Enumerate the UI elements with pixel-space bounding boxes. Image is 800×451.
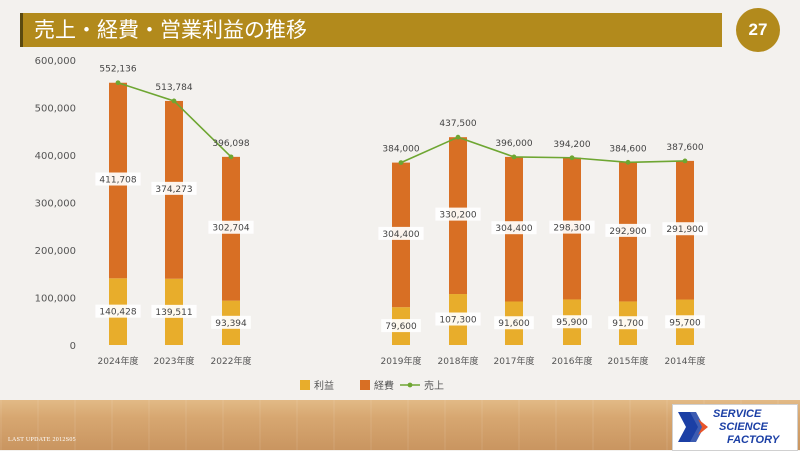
slide-title: 売上・経費・営業利益の推移 (34, 18, 307, 42)
sales-point (511, 154, 517, 160)
profit-data-label: 95,900 (556, 318, 588, 328)
profit-data-label-box (435, 312, 481, 326)
profit-data-label-box (95, 304, 141, 318)
profit-data-label-box (151, 304, 197, 318)
legend-label-profit: 利益 (314, 379, 334, 392)
page-number-badge: 27 (736, 8, 780, 52)
profit-data-label-box (665, 315, 705, 329)
expense-data-label: 304,400 (382, 230, 419, 240)
expense-data-label: 298,300 (553, 224, 590, 234)
expense-data-label-box (435, 207, 481, 221)
profit-data-label: 140,428 (99, 308, 136, 318)
expense-data-label-box (662, 222, 708, 236)
sales-point (625, 159, 631, 165)
sales-data-label: 384,600 (609, 144, 646, 154)
expense-data-label: 330,200 (439, 211, 476, 221)
profit-data-label: 93,394 (215, 319, 247, 329)
y-tick-label: 300,000 (35, 199, 76, 210)
x-tick-label: 2016年度 (552, 355, 593, 367)
service-science-factory-logo: SERVICE SCIENCE FACTORY (672, 404, 798, 451)
x-tick-label: 2015年度 (608, 355, 649, 367)
x-tick-label: 2014年度 (665, 355, 706, 367)
x-tick-label: 2017年度 (494, 355, 535, 367)
sales-data-label: 394,200 (553, 140, 590, 150)
sales-data-label: 396,000 (495, 139, 532, 149)
y-tick-label: 100,000 (35, 294, 76, 305)
profit-data-label: 95,700 (669, 318, 701, 328)
expense-data-label-box (151, 181, 197, 195)
x-tick-label: 2019年度 (381, 355, 422, 367)
profit-data-label: 91,600 (498, 319, 530, 329)
profit-data-label: 79,600 (385, 322, 417, 332)
sales-expense-profit-chart: 0 100,000 200,000 300,000 400,000 500,000 600,… (35, 56, 708, 392)
expense-data-label-box (549, 220, 595, 234)
logo-word-factory: FACTORY (727, 434, 780, 446)
y-tick-label: 600,000 (35, 56, 76, 67)
y-tick-label: 0 (70, 341, 76, 352)
sales-point (569, 155, 575, 161)
sales-data-label: 387,600 (666, 143, 703, 153)
sales-point (398, 160, 404, 165)
expense-data-label: 292,900 (609, 227, 646, 237)
y-tick-label: 500,000 (35, 104, 76, 115)
x-tick-label: 2023年度 (154, 355, 195, 367)
sales-point (682, 158, 688, 164)
sales-point (455, 134, 461, 140)
logo-mark-icon (678, 412, 708, 442)
sales-data-label: 384,000 (382, 145, 419, 155)
profit-data-label-box (381, 319, 421, 333)
last-update-text: LAST UPDATE 2012S05 (8, 437, 76, 443)
legend-swatch-sales-point (407, 382, 413, 388)
wood-floor-background (0, 400, 800, 450)
sales-data-label: 513,784 (155, 83, 192, 93)
profit-data-label: 139,511 (155, 308, 192, 318)
x-tick-label: 2018年度 (438, 355, 479, 367)
sales-data-label: 552,136 (99, 65, 136, 75)
sales-data-label: 437,500 (439, 119, 476, 129)
y-tick-label: 400,000 (35, 151, 76, 162)
y-tick-label: 200,000 (35, 246, 76, 257)
expense-data-label: 302,704 (212, 224, 249, 234)
expense-data-label-box (605, 223, 651, 237)
x-tick-label: 2024年度 (98, 355, 139, 367)
legend-label-sales: 売上 (424, 379, 444, 392)
sales-point (228, 154, 234, 160)
profit-data-label: 107,300 (439, 316, 476, 326)
title-bar: 売上・経費・営業利益の推移 (20, 13, 722, 47)
profit-data-label-box (494, 316, 534, 330)
expense-data-label: 374,273 (155, 185, 192, 195)
expense-data-label-box (208, 220, 254, 234)
legend-swatch-expense (360, 380, 370, 390)
legend-label-expense: 経費 (374, 379, 394, 392)
expense-data-label: 304,400 (495, 224, 532, 234)
expense-data-label-box (95, 172, 141, 186)
sales-line (400, 136, 686, 164)
logo-word-science: SCIENCE (719, 421, 768, 433)
profit-data-label-box (552, 315, 592, 329)
expense-data-label: 291,900 (666, 225, 703, 235)
profit-data-label-box (211, 315, 251, 329)
legend-swatch-profit (300, 380, 310, 390)
x-tick-label: 2022年度 (211, 355, 252, 367)
profit-data-label: 91,700 (612, 319, 644, 329)
expense-data-label-box (378, 226, 424, 240)
sales-point (171, 98, 177, 104)
profit-data-label-box (608, 316, 648, 330)
logo-word-service: SERVICE (713, 408, 762, 420)
sales-data-label: 396,098 (212, 139, 249, 149)
title-accent (20, 13, 23, 47)
expense-data-label-box (491, 221, 537, 235)
sales-point (115, 80, 121, 86)
expense-data-label: 411,708 (99, 176, 136, 186)
